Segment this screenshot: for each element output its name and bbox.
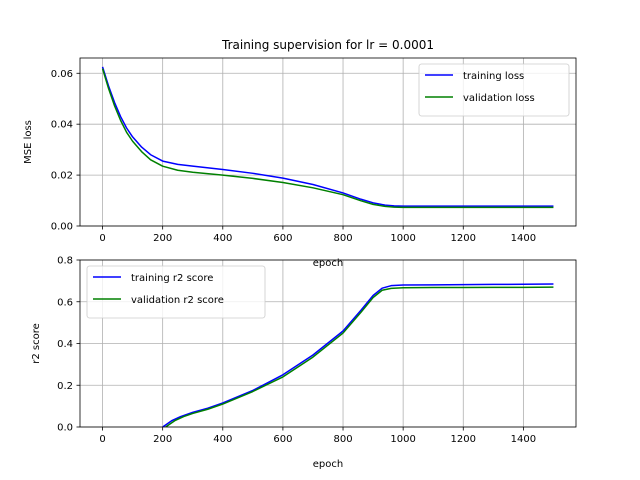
x-tick-label: 0 xyxy=(99,434,105,445)
x-tick-label: 1200 xyxy=(451,233,476,244)
legend-entry: validation r2 score xyxy=(131,295,224,306)
y-tick-label: 0.4 xyxy=(57,339,73,350)
x-tick-label: 400 xyxy=(213,233,232,244)
y-tick-label: 0.0 xyxy=(57,423,73,434)
x-tick-label: 600 xyxy=(273,434,292,445)
series-line-1 xyxy=(165,286,554,427)
x-axis-label: epoch xyxy=(313,258,343,269)
series-line-1 xyxy=(101,68,554,209)
x-tick-label: 0 xyxy=(99,233,105,244)
y-tick-label: 0.04 xyxy=(51,120,73,131)
series-line-0 xyxy=(101,66,554,207)
legend-entry: validation loss xyxy=(463,93,535,104)
loss-subplot: 0 200 400 600 800 1000 1200 1400 0.00 0.02 0.04 0.0… xyxy=(23,57,577,269)
y-tick-label: 0.06 xyxy=(51,69,73,80)
x-tick-label: 200 xyxy=(153,233,172,244)
y-tick-label: 0.00 xyxy=(51,222,73,233)
y-tick-label: 0.8 xyxy=(57,256,73,267)
series-line-0 xyxy=(162,283,554,427)
r2-subplot: 0 200 400 600 800 1000 1200 1400 0.0 0.2 0.4 0.6 0.8… xyxy=(31,256,577,470)
x-tick-label: 200 xyxy=(153,434,172,445)
chart-title: Training supervision for lr = 0.0001 xyxy=(221,38,434,52)
axes-frame xyxy=(79,57,577,227)
x-tick-label: 1400 xyxy=(511,434,536,445)
x-tick-label: 1400 xyxy=(511,233,536,244)
x-tick-label: 800 xyxy=(333,233,352,244)
x-tick-label: 1000 xyxy=(390,434,415,445)
y-axis-label: MSE loss xyxy=(23,120,34,164)
x-axis-label: epoch xyxy=(313,459,343,470)
x-tick-label: 1200 xyxy=(451,434,476,445)
x-tick-label: 800 xyxy=(333,434,352,445)
x-tick-label: 1000 xyxy=(390,233,415,244)
legend-entry: training loss xyxy=(463,71,524,82)
legend: training loss validation loss xyxy=(418,63,570,117)
y-axis-label: r2 score xyxy=(31,323,42,364)
y-tick-label: 0.02 xyxy=(51,171,73,182)
x-tick-label: 400 xyxy=(213,434,232,445)
legend: training r2 score validation r2 score xyxy=(86,265,266,319)
y-tick-label: 0.2 xyxy=(57,381,73,392)
legend-entry: training r2 score xyxy=(131,273,213,284)
y-tick-label: 0.6 xyxy=(57,297,73,308)
x-tick-label: 600 xyxy=(273,233,292,244)
